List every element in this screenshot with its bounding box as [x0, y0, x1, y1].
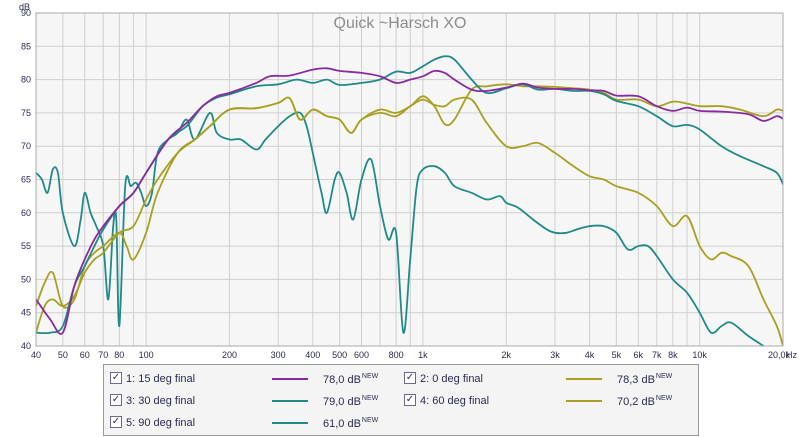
- legend-swatch: [272, 378, 308, 380]
- x-tick-label: 100: [139, 350, 154, 360]
- y-tick-label: 70: [21, 141, 31, 151]
- legend-value: 61,0 dBNEW: [323, 417, 379, 430]
- legend-checkbox[interactable]: ✓: [110, 416, 122, 428]
- x-tick-label: 200: [222, 350, 237, 360]
- y-tick-label: 40: [21, 341, 31, 351]
- legend: ✓ 1: 15 deg final 78,0 dBNEW ✓ 2: 0 deg …: [103, 364, 699, 436]
- legend-checkbox[interactable]: ✓: [404, 372, 416, 384]
- legend-value: 78,3 dBNEW: [617, 373, 673, 386]
- x-tick-label: 50: [58, 350, 68, 360]
- x-tick-label: 60: [80, 350, 90, 360]
- y-tick-label: 85: [21, 41, 31, 51]
- legend-swatch: [272, 400, 308, 402]
- x-tick-label: 70: [98, 350, 108, 360]
- x-tick-label: 6k: [634, 350, 644, 360]
- plot-border: [35, 12, 784, 347]
- x-tick-label: 40: [31, 350, 41, 360]
- x-tick-labels: 40 50 60 70 80 100 200 300 400 500 600 800 1k 2k 3k 4k 5…: [31, 350, 791, 360]
- legend-swatch: [566, 378, 602, 380]
- y-tick-label: 80: [21, 75, 31, 85]
- legend-label: 1: 15 deg final: [126, 373, 196, 385]
- x-tick-label: 4k: [585, 350, 595, 360]
- y-axis-label: dB: [19, 2, 30, 12]
- legend-value: 79,0 dBNEW: [323, 395, 379, 408]
- legend-item-90deg[interactable]: ✓ 5: 90 deg final 61,0 dBNEW: [110, 414, 400, 432]
- x-tick-label: 80: [114, 350, 124, 360]
- legend-checkbox[interactable]: ✓: [110, 372, 122, 384]
- legend-checkbox[interactable]: ✓: [404, 394, 416, 406]
- x-tick-label: 500: [332, 350, 347, 360]
- x-tick-label: 1k: [418, 350, 428, 360]
- legend-label: 5: 90 deg final: [126, 417, 196, 429]
- legend-item-0deg[interactable]: ✓ 2: 0 deg final 78,3 dBNEW: [404, 370, 694, 388]
- legend-item-60deg[interactable]: ✓ 4: 60 deg final 70,2 dBNEW: [404, 392, 694, 410]
- legend-checkbox[interactable]: ✓: [110, 394, 122, 406]
- x-tick-label: 7k: [652, 350, 662, 360]
- series-line-1: [36, 67, 783, 335]
- legend-label: 3: 30 deg final: [126, 395, 196, 407]
- y-tick-label: 60: [21, 208, 31, 218]
- x-tick-label: 300: [271, 350, 286, 360]
- legend-item-30deg[interactable]: ✓ 3: 30 deg final 79,0 dBNEW: [110, 392, 400, 410]
- legend-label: 2: 0 deg final: [420, 373, 483, 385]
- x-tick-label: 3k: [550, 350, 560, 360]
- chart-title: Quick ~Harsch XO: [334, 15, 467, 32]
- legend-value: 70,2 dBNEW: [617, 395, 673, 408]
- legend-label: 4: 60 deg final: [420, 395, 490, 407]
- y-tick-label: 45: [21, 308, 31, 318]
- series-lines: [36, 55, 783, 346]
- x-tick-label: 10k: [692, 350, 707, 360]
- legend-item-15deg[interactable]: ✓ 1: 15 deg final 78,0 dBNEW: [110, 370, 400, 388]
- legend-value: 78,0 dBNEW: [323, 373, 379, 386]
- legend-swatch: [272, 422, 308, 424]
- series-line-4: [36, 96, 783, 346]
- series-line-2: [36, 83, 783, 309]
- y-tick-label: 55: [21, 241, 31, 251]
- x-tick-label: 400: [305, 350, 320, 360]
- x-tick-label: 2k: [501, 350, 511, 360]
- x-tick-label: 8k: [668, 350, 678, 360]
- y-tick-label: 50: [21, 274, 31, 284]
- frequency-response-chart: 40 45 50 55 60 65 70 75 80 85 90 40 50 60 70 80 100 200 3…: [19, 2, 797, 360]
- legend-swatch: [566, 400, 602, 402]
- x-tick-label: 600: [354, 350, 369, 360]
- x-axis-unit: Hz: [786, 350, 797, 360]
- y-tick-label: 75: [21, 108, 31, 118]
- y-tick-label: 65: [21, 175, 31, 185]
- y-tick-labels: 40 45 50 55 60 65 70 75 80 85 90: [21, 8, 31, 351]
- y-tick-label: 90: [21, 8, 31, 18]
- x-tick-label: 20,0k: [768, 350, 791, 360]
- x-tick-label: 5k: [612, 350, 622, 360]
- x-tick-label: 800: [389, 350, 404, 360]
